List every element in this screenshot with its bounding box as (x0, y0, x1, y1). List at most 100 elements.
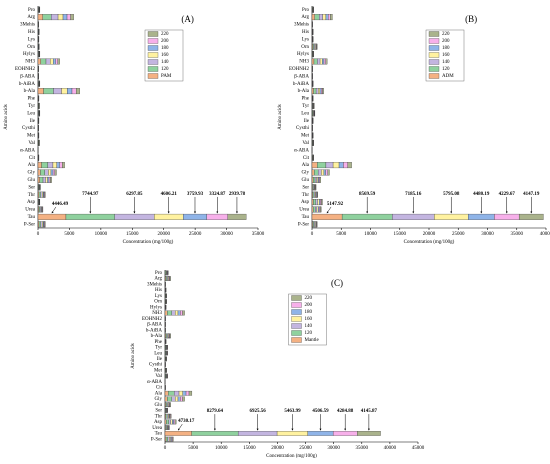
y-tick-label: NH3 (299, 60, 309, 65)
y-tick-label: Arg (27, 15, 35, 20)
y-tick-label: 3Mehis (147, 282, 162, 287)
bar-segment (315, 88, 319, 95)
y-tick-label: Glu (155, 403, 163, 408)
bar-segment (165, 402, 168, 408)
y-tick-label: Lys (28, 37, 35, 42)
bar-segment (38, 191, 41, 198)
bar-segment (173, 419, 176, 425)
bar-segment (313, 58, 318, 65)
bar-segment (44, 169, 49, 176)
bar-segment (322, 58, 325, 65)
bar-segment (206, 213, 228, 220)
value-label: 3759.93 (187, 192, 204, 197)
y-tick-label: β-ABA (147, 323, 162, 328)
bar-segment (311, 88, 314, 95)
legend-label: 180 (305, 310, 313, 315)
value-label: 5463.99 (284, 409, 301, 414)
bar-segment (164, 436, 167, 442)
y-tick-label: b-AiBA (146, 328, 163, 333)
legend-swatch (291, 295, 302, 301)
bar-segment (41, 162, 49, 169)
bar-segment (322, 14, 327, 21)
bar-segment (164, 419, 167, 425)
legend-swatch (428, 38, 440, 44)
y-tick-label: Met (301, 134, 310, 139)
y-tick-label: Orn (154, 300, 162, 305)
bar-segment (47, 176, 50, 183)
y-tick-label: Lys (302, 37, 309, 42)
value-label: 4145.87 (361, 409, 378, 414)
bar-segment (316, 221, 318, 228)
y-tick-label: Urea (299, 208, 309, 213)
y-tick-label: Asp (301, 200, 310, 205)
bar-segment (392, 213, 435, 220)
bar-segment (53, 58, 56, 65)
annotation-arrow (178, 423, 183, 431)
bar-segment (311, 199, 314, 206)
bar-segment (341, 213, 393, 220)
bar-segment (48, 176, 51, 183)
value-label: 7185.16 (405, 192, 422, 197)
bar-segment (169, 333, 171, 339)
y-tick-label: 3Mehis (294, 23, 309, 28)
bar-segment (166, 333, 169, 339)
y-tick-label: His (155, 288, 162, 293)
bar-segment (311, 176, 314, 183)
x-tick-label: 25000 (452, 232, 465, 237)
x-tick-label: 45000 (412, 446, 425, 451)
legend-swatch (428, 59, 440, 65)
legend-label: 160 (442, 53, 450, 58)
bar-segment (180, 396, 183, 402)
bar-segment (434, 213, 469, 220)
y-tick-label: Ala (302, 163, 310, 168)
value-label: 3324.87 (209, 192, 226, 197)
bar-segment (330, 14, 333, 21)
legend-label: 160 (161, 53, 169, 58)
bar-segment (170, 436, 172, 442)
legend-swatch (428, 31, 440, 37)
bar-segment (167, 310, 172, 316)
bar-segment (343, 162, 348, 169)
bar-segment (62, 162, 65, 169)
x-tick-label: 30000 (481, 232, 494, 237)
annotation-arrow (51, 206, 57, 214)
bar-segment (188, 390, 193, 396)
bar-segment (40, 191, 43, 198)
y-tick-label: Leu (154, 351, 162, 356)
x-tick-label: 20000 (271, 446, 284, 451)
y-tick-label: Tau (302, 215, 310, 220)
y-tick-label: Cit (29, 156, 36, 161)
bar-segment (315, 206, 318, 213)
y-tick-label: Ile (304, 119, 310, 124)
value-label: 6297.85 (126, 192, 143, 197)
bar-segment (325, 162, 334, 169)
y-tick-label: Hylys (150, 305, 162, 310)
bar-segment (53, 88, 62, 95)
y-tick-label: Pro (302, 8, 309, 13)
bar-segment (325, 58, 328, 65)
value-label: 8569.59 (359, 192, 376, 197)
legend-swatch (291, 323, 302, 329)
bar-segment (52, 162, 57, 169)
y-tick-label: Phe (155, 340, 163, 345)
y-tick-label: 3Mehis (20, 23, 35, 28)
bar-segment (165, 413, 168, 419)
x-tick-label: 35000 (511, 232, 524, 237)
y-tick-label: Val (302, 141, 309, 146)
bar-segment (42, 191, 44, 198)
y-tick-label: Cit (303, 156, 310, 161)
y-axis-title: Amino acids (4, 104, 9, 129)
y-tick-label: Tyr (28, 104, 35, 109)
bar-segment (276, 431, 308, 436)
y-axis-title: Amino acids (131, 343, 136, 368)
bar-segment (338, 162, 344, 169)
value-label: 4506.59 (312, 409, 329, 414)
y-tick-label: Phe (28, 97, 36, 102)
x-tick-label: 10000 (95, 232, 108, 237)
bar-segment (321, 169, 325, 176)
x-tick-label: 0 (311, 232, 314, 237)
bar-segment (175, 310, 179, 316)
y-tick-label: Val (28, 141, 35, 146)
bar-segment (319, 199, 321, 206)
